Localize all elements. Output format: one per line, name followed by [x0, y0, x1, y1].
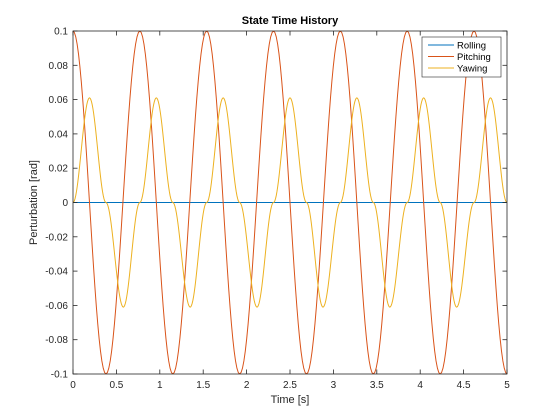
legend-label: Rolling — [457, 41, 486, 52]
legend-label: Pitching — [457, 52, 491, 63]
x-tick-label: 0.5 — [109, 380, 123, 391]
x-tick-label: 5 — [504, 380, 510, 391]
y-tick-label: -0.08 — [45, 335, 68, 346]
x-tick-label: 1 — [157, 380, 163, 391]
x-tick-label: 1.5 — [196, 380, 210, 391]
y-tick-label: 0.04 — [49, 129, 69, 140]
ticks-layer: 0 0.5 1 1.5 2 2.5 3 3.5 4 4.5 5 -0.1 -0.08 -0.06 -0.04… — [45, 27, 510, 392]
x-tick-label: 4 — [417, 380, 423, 391]
x-tick-label: 3.5 — [370, 380, 384, 391]
x-tick-label: 2 — [244, 380, 250, 391]
x-tick-label: 4.5 — [457, 380, 471, 391]
y-axis-title: Perturbation [rad] — [28, 160, 40, 245]
x-tick-label: 3 — [331, 380, 337, 391]
x-tick-label: 2.5 — [283, 380, 297, 391]
series-layer — [73, 31, 507, 374]
y-tick-label: 0.02 — [49, 164, 69, 175]
series-line-pitching — [73, 31, 507, 374]
x-tick-label: 0 — [70, 380, 76, 391]
y-tick-label: -0.06 — [45, 301, 68, 312]
legend-label: Yawing — [457, 64, 487, 75]
series-line-yawing — [73, 97, 507, 308]
x-axis-title: Time [s] — [271, 394, 310, 406]
y-tick-label: 0.06 — [49, 95, 69, 106]
y-tick-label: 0 — [62, 198, 68, 209]
y-tick-label: -0.04 — [45, 267, 68, 278]
y-tick-label: -0.02 — [45, 232, 68, 243]
y-tick-label: 0.1 — [54, 27, 68, 38]
y-tick-label: 0.08 — [49, 61, 69, 72]
y-tick-label: -0.1 — [51, 370, 69, 381]
chart-title: State Time History — [242, 15, 339, 27]
